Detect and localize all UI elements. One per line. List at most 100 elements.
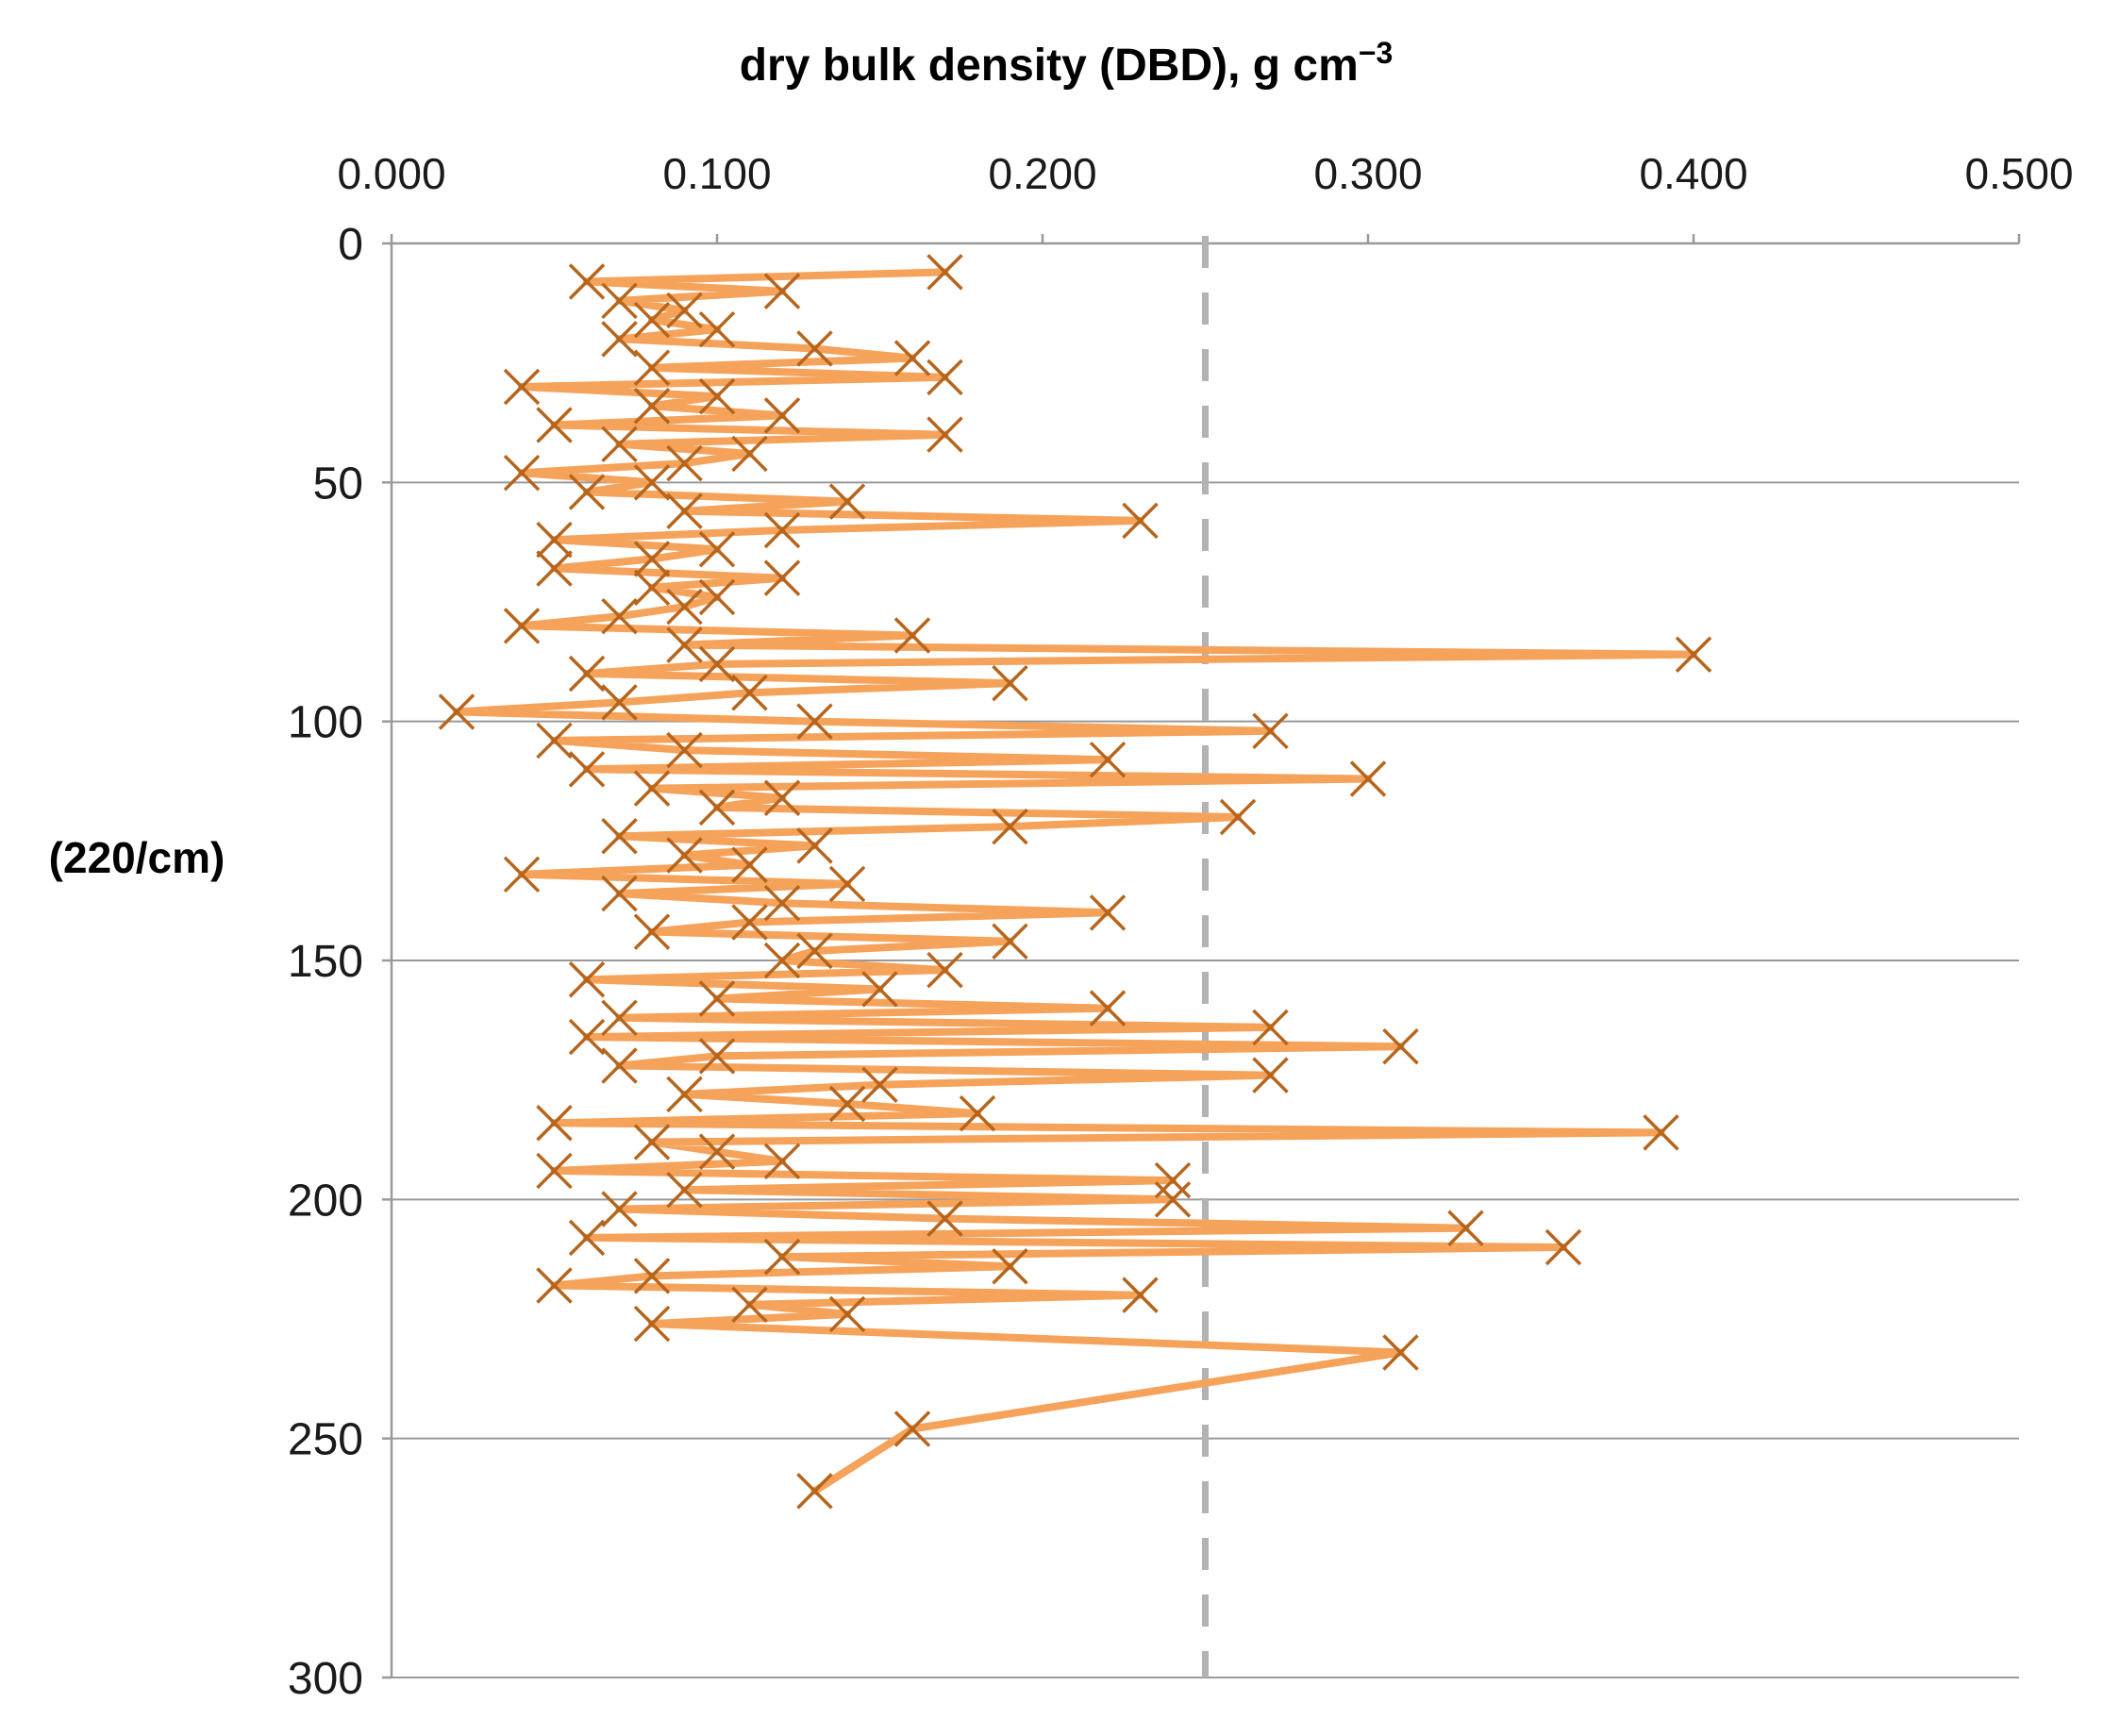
data-point-marker (1675, 636, 1712, 673)
data-point-marker (503, 454, 541, 492)
marker-stroke (666, 1076, 703, 1113)
marker-stroke (633, 1305, 671, 1343)
data-point-marker (536, 1152, 573, 1190)
marker-stroke (959, 1094, 996, 1132)
x-tick-label: 0.400 (1639, 149, 1747, 198)
data-point-marker (633, 1305, 671, 1343)
marker-stroke (536, 1152, 573, 1190)
marker-stroke (926, 254, 963, 291)
marker-stroke (763, 559, 801, 596)
marker-stroke (828, 1085, 866, 1123)
data-point-marker (698, 310, 736, 348)
data-point-marker (1252, 1057, 1289, 1093)
marker-stroke (666, 588, 703, 626)
data-point-marker (633, 770, 671, 807)
data-point-marker (633, 569, 671, 607)
marker-stroke (536, 550, 573, 587)
data-point-marker (536, 1267, 573, 1304)
y-axis-label: (220/cm) (49, 833, 225, 882)
marker-stroke (601, 597, 638, 635)
marker-stroke (601, 321, 638, 358)
data-point-marker (698, 980, 736, 1017)
y-tick-label: 100 (288, 698, 363, 748)
marker-stroke (893, 617, 931, 654)
marker-stroke (828, 865, 866, 903)
data-point-marker (796, 703, 833, 740)
marker-stroke (666, 292, 703, 329)
data-point-marker (796, 1473, 833, 1510)
y-tick-label: 50 (313, 459, 363, 509)
data-point-marker (1089, 894, 1127, 931)
data-point-marker (568, 751, 606, 788)
data-point-marker (666, 1076, 703, 1113)
data-point-marker (893, 340, 931, 376)
marker-stroke (828, 483, 866, 520)
marker-stroke (763, 1143, 801, 1180)
y-tick-label: 250 (288, 1415, 363, 1465)
marker-stroke (568, 655, 606, 693)
data-point-marker (1089, 741, 1127, 778)
data-point-marker (796, 827, 833, 864)
marker-stroke (893, 1410, 931, 1447)
marker-stroke (698, 531, 736, 568)
data-point-marker (666, 837, 703, 874)
marker-stroke (763, 273, 801, 309)
marker-stroke (1447, 1210, 1484, 1246)
data-point-marker (601, 1047, 638, 1084)
data-point-marker (666, 588, 703, 626)
marker-stroke (633, 913, 671, 950)
y-tick-label: 300 (288, 1654, 363, 1704)
data-point-marker (666, 292, 703, 329)
marker-stroke (796, 703, 833, 740)
data-point-marker (568, 1018, 606, 1056)
data-point-marker (666, 1171, 703, 1209)
data-point-marker (992, 664, 1028, 702)
marker-stroke (633, 569, 671, 607)
marker-stroke (601, 1191, 638, 1227)
data-point-marker (1122, 1277, 1159, 1313)
marker-stroke (698, 645, 736, 683)
data-point-marker (536, 550, 573, 587)
chart-title-main: dry bulk density (DBD), g cm (740, 41, 1359, 91)
marker-stroke (503, 856, 541, 893)
marker-stroke (633, 770, 671, 807)
data-point-marker (1089, 990, 1127, 1027)
data-point-marker (633, 388, 671, 425)
data-point-marker (438, 693, 476, 730)
data-point-marker (763, 273, 801, 309)
marker-stroke (1252, 1057, 1289, 1093)
data-point-marker (601, 1191, 638, 1227)
marker-stroke (503, 454, 541, 492)
marker-stroke (926, 1200, 963, 1237)
marker-stroke (438, 693, 476, 730)
marker-stroke (992, 1248, 1028, 1285)
marker-stroke (731, 904, 768, 941)
data-point-marker (796, 330, 833, 367)
marker-stroke (1122, 1277, 1159, 1313)
marker-stroke (763, 942, 801, 979)
data-point-marker (666, 626, 703, 663)
marker-stroke (503, 368, 541, 406)
marker-stroke (698, 578, 736, 616)
x-tick-label: 0.200 (988, 149, 1096, 198)
data-point-marker (601, 818, 638, 855)
data-point-marker (926, 416, 963, 453)
marker-stroke (763, 511, 801, 549)
data-point-marker (568, 961, 606, 998)
data-point-marker (698, 645, 736, 683)
marker-stroke (1252, 712, 1289, 750)
data-point-marker (1154, 1161, 1192, 1199)
marker-stroke (992, 923, 1028, 960)
x-tick-label: 0.500 (1964, 149, 2073, 198)
x-tick-label: 0.100 (662, 149, 771, 198)
data-point-marker (601, 684, 638, 721)
marker-stroke (666, 492, 703, 529)
marker-stroke (633, 301, 671, 339)
marker-stroke (536, 1267, 573, 1304)
marker-stroke (796, 932, 833, 970)
data-point-marker (1219, 798, 1257, 836)
marker-stroke (698, 980, 736, 1017)
data-point-marker (601, 426, 638, 463)
marker-stroke (568, 474, 606, 510)
